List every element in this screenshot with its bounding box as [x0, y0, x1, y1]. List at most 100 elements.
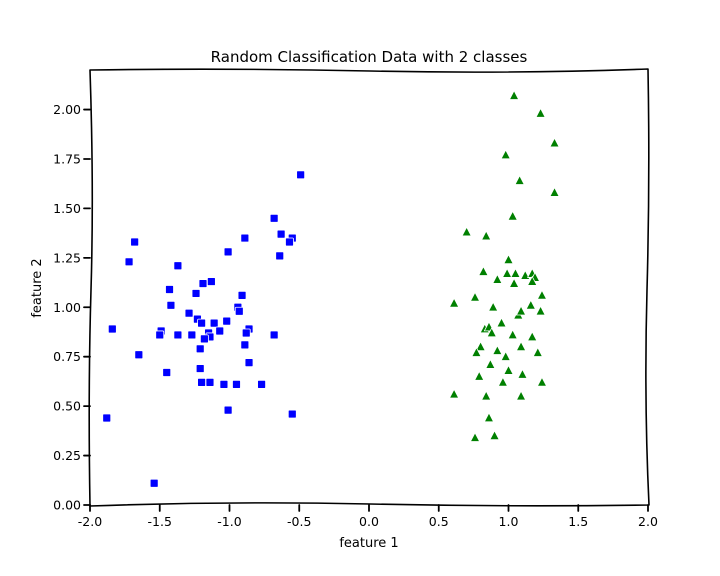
data-point-class-0 [215, 326, 225, 336]
y-axis-label: feature 2 [30, 258, 45, 317]
data-point-class-0 [296, 170, 306, 180]
data-point-class-0 [198, 279, 208, 288]
data-point-class-1 [487, 301, 499, 312]
data-point-class-0 [275, 251, 285, 261]
x-tick-label: -1.0 [217, 514, 241, 529]
data-point-class-1 [489, 429, 500, 440]
data-point-class-0 [269, 213, 279, 223]
data-point-class-1 [448, 388, 460, 399]
data-point-class-1 [461, 226, 472, 237]
y-tick-label: 0.25 [53, 448, 81, 463]
data-point-class-1 [532, 346, 544, 357]
chart-title: Random Classification Data with 2 classe… [211, 48, 528, 66]
data-point-class-0 [244, 358, 254, 368]
data-point-class-1 [469, 291, 481, 302]
y-axis: 0.00 0.25 0.50 0.75 1.00 1.25 1.50 1.75 2.00 [53, 102, 91, 513]
data-point-class-0 [269, 330, 279, 340]
x-tick-label: -0.5 [287, 514, 311, 529]
data-point-class-1 [471, 346, 482, 357]
data-point-class-1 [483, 412, 495, 423]
x-axis: -2.0 -1.5 -1.0 -0.5 0.0 0.5 1.0 1.5 2.0 [78, 504, 658, 529]
data-point-class-0 [285, 237, 294, 247]
data-point-class-1 [485, 358, 496, 369]
data-point-class-0 [134, 350, 144, 360]
data-point-class-0 [223, 405, 233, 415]
data-point-class-1 [503, 253, 514, 265]
y-tick-label: 0.00 [53, 498, 81, 513]
data-point-class-0 [149, 478, 159, 488]
data-point-class-1 [448, 297, 460, 308]
data-point-class-0 [234, 306, 244, 316]
data-point-class-1 [526, 275, 538, 286]
data-point-class-0 [287, 409, 297, 419]
data-point-class-0 [162, 368, 172, 377]
y-tick-label: 1.75 [53, 151, 81, 166]
data-point-class-1 [508, 89, 520, 100]
data-point-class-0 [102, 413, 112, 423]
data-point-class-0 [197, 378, 207, 387]
x-tick-label: -2.0 [78, 514, 102, 529]
data-point-class-1 [525, 299, 537, 310]
data-point-class-0 [173, 261, 183, 271]
data-point-class-0 [187, 330, 197, 340]
y-tick-label: 2.00 [53, 102, 81, 117]
data-point-class-1 [486, 327, 498, 338]
data-point-class-0 [222, 316, 232, 326]
data-point-class-1 [500, 149, 511, 160]
data-point-class-0 [232, 379, 241, 389]
data-point-class-1 [535, 107, 546, 118]
data-point-class-1 [475, 340, 486, 352]
data-point-class-1 [514, 174, 525, 185]
data-point-class-0 [165, 285, 174, 294]
data-point-class-0 [237, 291, 247, 300]
data-point-class-1 [501, 267, 513, 278]
data-point-class-1 [515, 390, 527, 401]
data-point-class-0 [257, 379, 266, 389]
data-point-class-1 [536, 376, 548, 387]
data-point-class-0 [195, 344, 205, 354]
data-point-class-1 [507, 210, 518, 221]
data-point-class-0 [206, 277, 216, 286]
data-point-class-0 [197, 318, 207, 328]
data-point-class-1 [515, 305, 527, 316]
x-tick-label: 0.0 [359, 514, 379, 529]
x-tick-label: 2.0 [638, 514, 658, 529]
y-tick-label: 1.00 [53, 300, 81, 315]
data-point-class-1 [508, 277, 520, 288]
data-point-class-0 [155, 330, 165, 340]
data-point-class-0 [240, 233, 250, 243]
data-point-class-1 [515, 340, 527, 352]
data-point-class-1 [480, 390, 492, 401]
data-point-class-1 [496, 317, 507, 328]
data-point-class-1 [473, 370, 485, 381]
data-points [102, 89, 560, 488]
data-point-class-0 [240, 340, 250, 350]
data-point-class-1 [492, 273, 503, 284]
y-tick-label: 0.75 [53, 349, 81, 364]
x-tick-label: 1.5 [568, 514, 588, 529]
data-point-class-1 [497, 376, 509, 387]
data-point-class-1 [500, 350, 511, 361]
y-tick-label: 0.50 [53, 399, 81, 414]
data-point-class-0 [276, 229, 286, 239]
x-tick-label: 0.5 [429, 514, 449, 529]
y-tick-label: 1.50 [53, 201, 81, 216]
data-point-class-0 [209, 318, 219, 328]
data-point-class-0 [241, 328, 251, 338]
x-tick-label: 1.0 [499, 514, 519, 529]
y-tick-label: 1.25 [53, 250, 81, 265]
data-point-class-0 [191, 289, 201, 298]
data-point-class-0 [173, 330, 183, 340]
data-point-class-1 [536, 289, 548, 300]
data-point-class-0 [166, 300, 176, 310]
x-tick-label: -1.5 [148, 514, 172, 529]
data-point-class-1 [526, 331, 538, 342]
data-point-class-0 [184, 308, 194, 318]
data-point-class-0 [199, 334, 209, 344]
data-point-class-1 [469, 431, 481, 442]
plot-frame [88, 68, 650, 507]
data-point-class-0 [219, 379, 229, 389]
data-point-class-1 [549, 186, 560, 197]
x-axis-label: feature 1 [339, 536, 398, 551]
